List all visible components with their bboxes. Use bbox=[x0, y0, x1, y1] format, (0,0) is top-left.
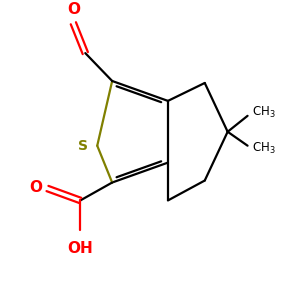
Text: CH$_3$: CH$_3$ bbox=[251, 141, 275, 156]
Text: O: O bbox=[67, 2, 80, 17]
Text: S: S bbox=[78, 139, 88, 153]
Text: OH: OH bbox=[68, 241, 93, 256]
Text: CH$_3$: CH$_3$ bbox=[251, 105, 275, 120]
Text: O: O bbox=[29, 180, 42, 195]
